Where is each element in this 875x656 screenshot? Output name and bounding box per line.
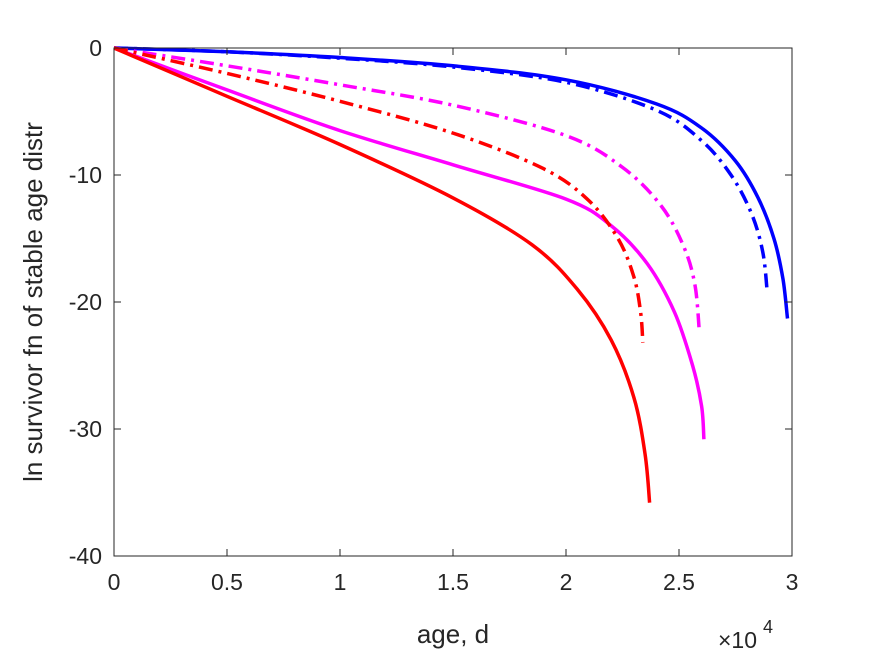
- y-tick-label: -10: [69, 162, 102, 188]
- series-line-4: [113, 46, 706, 440]
- series-layer: [113, 46, 790, 503]
- x-tick-label: 1.5: [437, 569, 469, 595]
- x-tick-label: 3: [786, 569, 799, 595]
- x-tick-label: 2.5: [663, 569, 695, 595]
- y-axis-label: ln survivor fn of stable age distr: [18, 122, 48, 482]
- series-line-3: [113, 46, 702, 332]
- x-tick-label: 2: [560, 569, 573, 595]
- x-axis-multiplier-exponent: 4: [763, 617, 773, 637]
- x-tick-label: 1: [334, 569, 347, 595]
- y-tick-label: -40: [69, 543, 102, 569]
- x-axis-label: age, d: [417, 619, 489, 649]
- x-ticks: 0 0.5 1 1.5 2 2.5 3: [108, 48, 799, 595]
- plot-area: [114, 48, 792, 556]
- x-tick-label: 0: [108, 569, 121, 595]
- y-tick-label: 0: [89, 35, 102, 61]
- y-tick-label: -20: [69, 289, 102, 315]
- x-tick-label: 0.5: [211, 569, 243, 595]
- series-line-2: [113, 46, 769, 291]
- y-tick-label: -30: [69, 416, 102, 442]
- x-axis-multiplier: ×10: [718, 627, 757, 653]
- y-ticks: 0 -10 -20 -30 -40: [69, 35, 792, 569]
- series-line-5: [113, 46, 645, 343]
- series-line-6: [113, 46, 652, 503]
